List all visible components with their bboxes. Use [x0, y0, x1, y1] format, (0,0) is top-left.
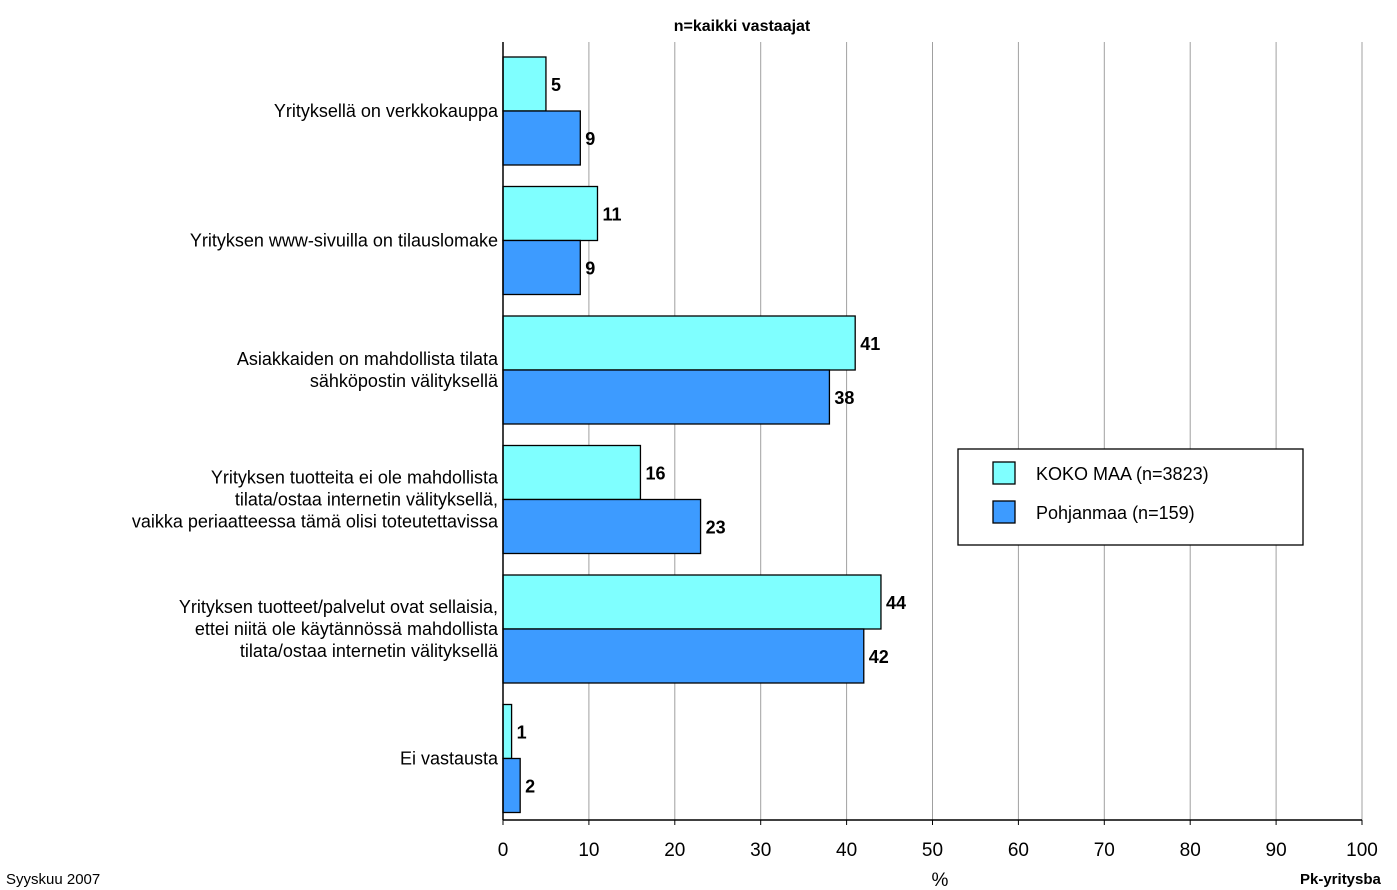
bar-0-0 — [502, 56, 547, 112]
x-tick-label-10: 100 — [1346, 840, 1378, 861]
bar-0-1 — [502, 110, 581, 166]
category-label-4-line-2: tilata/ostaa internetin välityksellä — [240, 641, 499, 661]
x-tick-label-0: 0 — [498, 840, 509, 861]
legend: KOKO MAA (n=3823) Pohjanmaa (n=159) — [957, 448, 1304, 546]
bars — [502, 56, 882, 814]
category-label-2-line-1: sähköpostin välityksellä — [310, 371, 499, 391]
chart-title: n=kaikki vastaajat — [674, 18, 811, 35]
value-label-0-0: 5 — [551, 75, 561, 95]
bar-2-0 — [502, 315, 856, 371]
bar-4-0 — [502, 574, 882, 630]
value-label-1-1: 9 — [585, 259, 595, 279]
footer-source: Pk-yritysba — [1300, 871, 1381, 888]
x-tick-label-7: 70 — [1094, 840, 1115, 861]
bar-5-1 — [502, 757, 521, 814]
category-label-1-line-0: Yrityksen www-sivuilla on tilauslomake — [190, 231, 498, 251]
value-label-3-0: 16 — [645, 464, 665, 484]
x-tick-label-2: 20 — [664, 840, 685, 861]
legend-swatch-1 — [992, 500, 1016, 524]
category-label-2-line-0: Asiakkaiden on mahdollista tilata — [237, 349, 499, 369]
x-axis-label: % — [932, 870, 949, 890]
bar-5-0 — [502, 703, 513, 760]
x-tick-label-3: 30 — [750, 840, 771, 861]
category-label-3-line-2: vaikka periaatteessa tämä olisi toteutet… — [132, 512, 499, 532]
legend-label-0: KOKO MAA (n=3823) — [1036, 464, 1209, 484]
x-tick-label-4: 40 — [836, 840, 857, 861]
x-tick-label-1: 10 — [578, 840, 599, 861]
category-label-5-line-0: Ei vastausta — [400, 749, 499, 769]
x-tick-label-5: 50 — [922, 840, 943, 861]
x-tick-label-8: 80 — [1180, 840, 1201, 861]
value-label-5-1: 2 — [525, 777, 535, 797]
value-label-5-0: 1 — [517, 723, 527, 743]
value-label-0-1: 9 — [585, 129, 595, 149]
category-label-3-line-0: Yrityksen tuotteita ei ole mahdollista — [211, 468, 499, 488]
value-label-2-1: 38 — [834, 388, 854, 408]
category-label-0-line-0: Yrityksellä on verkkokauppa — [274, 101, 499, 121]
bar-4-1 — [502, 628, 865, 684]
x-tick-label-6: 60 — [1008, 840, 1029, 861]
value-label-2-0: 41 — [860, 334, 880, 354]
category-label-3-line-1: tilata/ostaa internetin välityksellä, — [235, 490, 498, 510]
category-label-4-line-0: Yrityksen tuotteet/palvelut ovat sellais… — [179, 597, 498, 617]
value-label-1-0: 11 — [602, 205, 621, 225]
bar-1-1 — [502, 239, 581, 296]
bar-3-1 — [502, 498, 702, 555]
legend-swatch-0 — [992, 461, 1016, 485]
bar-2-1 — [502, 369, 831, 425]
value-label-3-1: 23 — [706, 518, 726, 538]
bar-3-0 — [502, 444, 642, 501]
x-tick-label-9: 90 — [1266, 840, 1287, 861]
value-labels: 5 9 11 9 41 38 16 23 44 42 1 2 — [517, 75, 906, 797]
legend-label-1: Pohjanmaa (n=159) — [1036, 503, 1195, 523]
gridlines — [588, 42, 1363, 820]
x-tick-labels: 0 10 20 30 40 50 60 70 80 90 100 — [498, 840, 1378, 861]
category-label-4-line-1: ettei niitä ole käytännössä mahdollista — [195, 619, 499, 639]
category-labels: Yrityksellä on verkkokauppa Yrityksen www… — [132, 101, 499, 769]
value-label-4-1: 42 — [869, 647, 889, 667]
footer-date: Syyskuu 2007 — [6, 871, 101, 888]
axes — [502, 42, 1363, 825]
value-label-4-0: 44 — [886, 593, 906, 613]
bar-1-0 — [502, 185, 599, 242]
